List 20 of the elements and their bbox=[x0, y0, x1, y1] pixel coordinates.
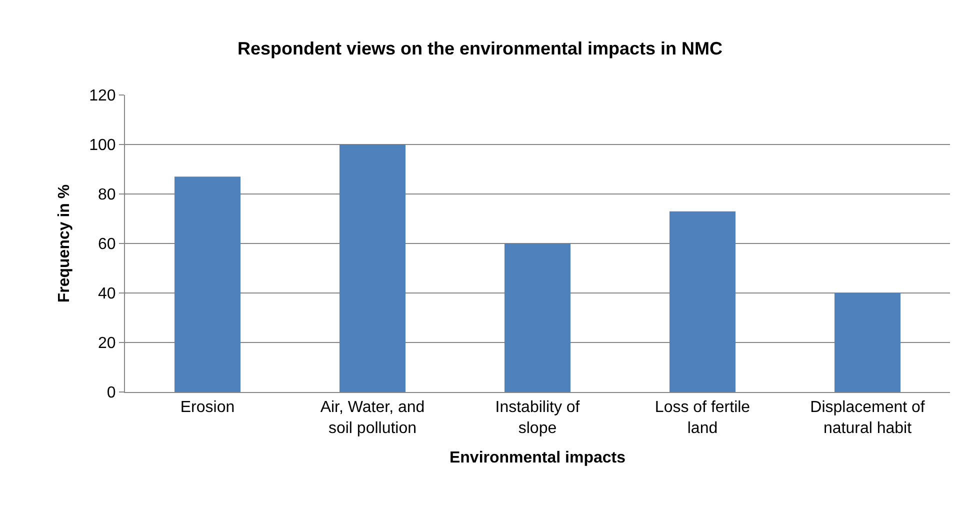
y-tick-label: 0 bbox=[106, 384, 116, 402]
y-tick-label: 120 bbox=[89, 88, 116, 105]
y-tick-label: 60 bbox=[98, 236, 116, 254]
bar bbox=[670, 211, 736, 392]
x-tick-label: Air, Water, and soil pollution bbox=[320, 399, 425, 437]
bar bbox=[504, 244, 570, 392]
y-tick-label: 80 bbox=[98, 186, 116, 204]
y-axis-title: Frequency in % bbox=[56, 184, 73, 303]
bar bbox=[174, 176, 240, 392]
y-tick-label: 100 bbox=[89, 137, 116, 154]
x-tick-label: Erosion bbox=[180, 399, 235, 416]
chart-title: Respondent views on the environmental impacts in NMC bbox=[237, 38, 723, 58]
x-axis-title: Environmental impacts bbox=[449, 450, 626, 467]
bar bbox=[340, 144, 406, 392]
bar bbox=[834, 293, 900, 392]
x-tick-label: Instability of slope bbox=[495, 399, 580, 437]
x-tick-label: Displacement of natural habit bbox=[810, 399, 926, 437]
x-tick-label: Loss of fertile land bbox=[654, 399, 750, 437]
y-tick-label: 40 bbox=[98, 286, 116, 303]
y-tick-label: 20 bbox=[98, 335, 116, 352]
